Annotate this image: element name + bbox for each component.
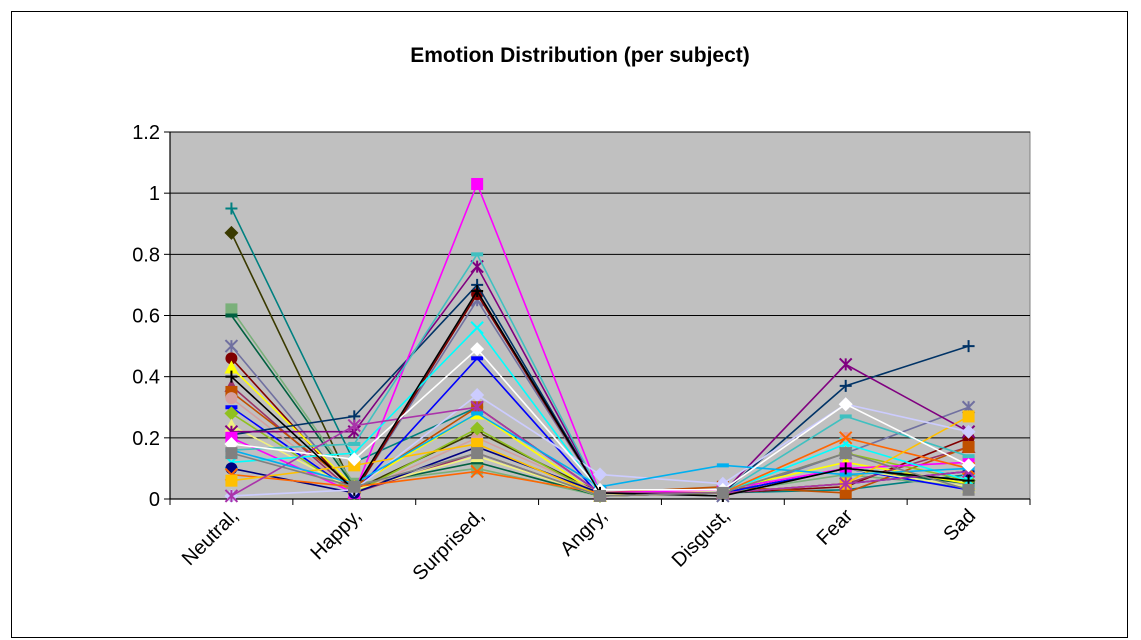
x-tick-label: Sad [939,505,980,546]
data-point [593,467,607,482]
data-point [347,452,362,467]
y-tick-label: 0.2 [132,428,160,450]
data-point [471,177,484,190]
data-point [225,447,238,460]
x-tick-label: Happy, [307,505,366,564]
data-point [347,418,361,433]
data-point [225,474,238,487]
y-tick-label: 1.2 [132,122,160,144]
data-point [839,379,852,392]
x-tick-label: Neutral, [178,505,243,570]
data-point [224,489,239,503]
data-point [471,285,484,298]
data-point [594,489,606,502]
data-point [225,462,238,475]
data-point [961,458,976,473]
data-point [716,486,729,499]
data-point [839,447,852,460]
y-tick-label: 0.4 [132,367,160,389]
data-point [471,437,484,450]
data-point [838,397,853,412]
data-point [224,339,239,353]
chart-title: Emotion Distribution (per subject) [410,44,750,67]
data-point [470,400,484,414]
data-point [839,357,853,372]
data-point [470,421,485,436]
data-point [839,486,852,499]
data-point [225,313,238,318]
x-tick-label: Fear [813,505,858,550]
series [225,447,975,502]
data-point [716,463,729,468]
data-point [225,303,238,316]
data-point [471,252,484,257]
data-point [470,464,484,479]
data-point [224,360,239,374]
data-point [962,454,975,459]
data-point [962,340,975,353]
data-point [224,406,239,421]
data-point [470,388,485,403]
data-point [962,441,975,454]
data-point [471,460,484,465]
data-point [962,410,975,423]
data-point [839,462,852,475]
data-point [839,477,853,491]
x-tick-label: Angry, [556,505,611,560]
data-point [961,424,976,439]
y-tick-label: 0.6 [132,306,160,328]
y-tick-label: 1 [149,183,160,205]
data-point [470,342,485,357]
x-tick-label: Surprised, [409,505,489,585]
x-tick-label: Disgust, [668,505,735,572]
data-point [348,441,361,446]
data-point [471,447,484,460]
data-point [470,321,484,335]
data-point [839,414,852,419]
data-point [839,472,852,477]
data-point [225,370,238,383]
y-tick-label: 0 [149,489,160,511]
data-point [471,356,484,361]
data-point [471,411,484,416]
y-tick-label: 0.8 [132,244,160,266]
data-point [224,225,239,240]
data-point [839,431,853,445]
data-point [225,202,238,215]
data-point [348,480,361,493]
data-point [962,483,975,496]
data-point [225,392,238,405]
data-point [225,352,238,365]
